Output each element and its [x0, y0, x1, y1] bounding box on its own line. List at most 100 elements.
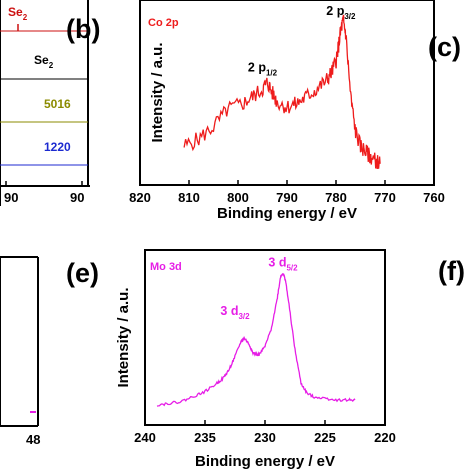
panel-b-data-point: [286, 107, 287, 108]
panel-e-data-point: [288, 304, 289, 305]
panel-b-data-point: [331, 73, 332, 74]
panel-b-data-point: [338, 46, 339, 47]
panel-f-letter: (f): [438, 256, 465, 286]
panel-e-data-point: [276, 299, 277, 300]
panel-e-data-point: [240, 341, 241, 342]
panel-e-data-point: [204, 391, 205, 392]
panel-b-annotations: 2 p1/2 2 p3/2: [248, 4, 356, 78]
panel-e-data-point: [348, 399, 349, 400]
panel-e-data-point: [168, 403, 169, 404]
panel-e-data-point: [156, 404, 157, 405]
panel-b-x-tick-label: 770: [374, 190, 396, 205]
panel-b-data-point: [267, 82, 268, 83]
panel-b-data-point: [345, 34, 346, 35]
panel-b-letter: (b): [66, 14, 100, 44]
panel-e-x-tick-label: 230: [254, 430, 276, 445]
panel-e-data-point: [234, 356, 235, 357]
panel-b-co2p: (b) Co 2p Intensity / a.u. Binding energ…: [66, 0, 445, 222]
panel-e-data-point: [216, 383, 217, 384]
panel-e-data-point: [294, 349, 295, 350]
panel-e-data-point: [354, 399, 355, 400]
left-bottom-tick-label: 48: [26, 432, 40, 447]
panel-e-data-point: [264, 346, 265, 347]
panel-e-peak-label: 3 d5/2: [268, 255, 298, 272]
panel-b-data-point: [213, 126, 214, 127]
panel-b-data-point: [360, 145, 361, 146]
panel-e-element-label: Mo 3d: [150, 261, 182, 273]
panel-b-data-point: [306, 96, 307, 97]
panel-b-peak-label: 2 p3/2: [326, 4, 356, 21]
panel-b-x-tick-label: 790: [276, 190, 298, 205]
panel-e-data-point: [312, 396, 313, 397]
panel-e-data-point: [192, 396, 193, 397]
panel-b-x-tick-label: 820: [129, 190, 151, 205]
panel-e-data-point: [222, 378, 223, 379]
panel-b-data-point: [198, 138, 199, 139]
panel-e-data-point: [249, 344, 250, 345]
panel-b-y-axis-title: Intensity / a.u.: [149, 42, 166, 142]
panel-b-data-point: [277, 101, 278, 102]
crop-label-code-5016: 5016: [44, 97, 71, 111]
panel-e-data-points: [156, 272, 355, 405]
panel-b-data-point: [262, 89, 263, 90]
panel-b-data-point: [242, 103, 243, 104]
panel-e-data-point: [285, 279, 286, 280]
panel-b-data-point: [370, 156, 371, 157]
panel-e-data-point: [244, 338, 245, 339]
panel-b-data-point: [316, 89, 317, 90]
panel-e-data-point: [258, 354, 259, 355]
panel-b-data-point: [184, 145, 185, 146]
left-top-crop: Se2 Se2 5016 1220 90 90: [0, 0, 90, 206]
panel-b-x-tick-label: 760: [423, 190, 445, 205]
panel-e-data-point: [324, 398, 325, 399]
panel-b-data-point: [340, 29, 341, 30]
panel-b-data-point: [365, 151, 366, 152]
panel-b-element-label: Co 2p: [148, 17, 179, 29]
crop-tick-label-1: 90: [4, 190, 18, 205]
panel-e-mo3d: (e) Mo 3d Intensity / a.u. Binding energ…: [66, 249, 396, 470]
panel-b-x-tick-label: 780: [325, 190, 347, 205]
panel-b-data-point: [252, 96, 253, 97]
panel-e-x-tick-label: 220: [374, 430, 396, 445]
panel-b-peak-label: 2 p1/2: [248, 61, 278, 78]
panel-c-letter: (c): [428, 32, 461, 62]
panel-b-data-point: [272, 92, 273, 93]
panel-e-annotations: 3 d3/2 3 d5/2: [220, 255, 298, 320]
panel-e-data-point: [252, 353, 253, 354]
panel-b-x-tick-label: 810: [178, 190, 200, 205]
panel-e-data-point: [282, 272, 283, 273]
crop-tick-label-2: 90: [70, 190, 84, 205]
panel-e-peak-label: 3 d3/2: [220, 304, 250, 321]
panel-e-x-tick-label: 235: [194, 430, 216, 445]
crop-label-se-red: Se2: [8, 5, 28, 22]
panel-e-data-point: [300, 383, 301, 384]
panel-e-x-tick-label: 225: [314, 430, 336, 445]
panel-b-x-ticks: 820 810 800 790 780 770 760: [129, 180, 445, 205]
panel-b-data-point: [326, 80, 327, 81]
panel-e-spectrum-line: [156, 273, 356, 407]
panel-e-letter: (e): [66, 258, 99, 288]
panel-e-x-axis-title: Binding energy / eV: [195, 453, 335, 470]
panel-b-data-point: [228, 108, 229, 109]
panel-b-data-point: [355, 131, 356, 132]
panel-b-data-point: [296, 103, 297, 104]
panel-b-data-point: [343, 20, 344, 21]
crop-label-code-1220: 1220: [44, 140, 71, 154]
panel-e-data-point: [228, 369, 229, 370]
panel-e-data-point: [280, 276, 281, 277]
left-bottom-crop: 48: [0, 256, 40, 447]
panel-b-data-point: [380, 163, 381, 164]
panel-c-edge: [466, 60, 474, 190]
panel-e-data-point: [270, 329, 271, 330]
panel-e-data-point: [336, 399, 337, 400]
panel-b-data-point: [335, 61, 336, 62]
panel-b-x-tick-label: 800: [227, 190, 249, 205]
panel-b-data-point: [375, 160, 376, 161]
panel-e-y-axis-title: Intensity / a.u.: [115, 287, 132, 387]
panel-b-data-point: [350, 96, 351, 97]
panel-b-plot-frame: [139, 0, 435, 186]
crop-label-se-black: Se2: [34, 53, 54, 70]
panel-b-spectrum-line: [183, 14, 381, 170]
panel-b-x-axis-title: Binding energy / eV: [217, 205, 357, 222]
